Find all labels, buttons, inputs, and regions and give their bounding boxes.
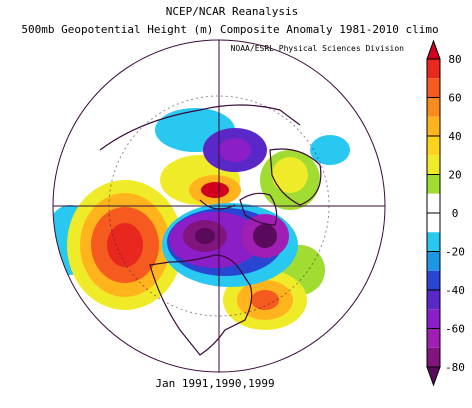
colorbar-label: -60: [445, 323, 465, 336]
title: NCEP/NCAR Reanalysis: [166, 5, 298, 18]
colorbar-band: [427, 290, 440, 310]
colorbar-band: [427, 347, 440, 367]
colorbar-band: [427, 78, 440, 98]
colorbar-label: 20: [448, 169, 461, 182]
colorbar-band: [427, 251, 440, 271]
colorbar-band: [427, 116, 440, 136]
colorbar-band: [427, 270, 440, 290]
credit: NOAA/ESRL Physical Sciences Division: [231, 44, 405, 53]
colorbar-band: [427, 193, 440, 213]
colorbar-band: [427, 155, 440, 175]
colorbar-band: [427, 59, 440, 79]
colorbar-band: [427, 136, 440, 156]
coastlines: [99, 104, 322, 356]
anomaly-field: [53, 108, 350, 330]
colorbar-arrow: [426, 366, 441, 387]
subtitle: 500mb Geopotential Height (m) Composite …: [21, 23, 438, 36]
colorbar-band: [427, 174, 440, 194]
graticule: [52, 39, 386, 373]
footer: Jan 1991,1990,1999: [155, 377, 274, 390]
colorbar-band: [427, 328, 440, 348]
colorbar-band: [427, 309, 440, 329]
colorbar-label: 40: [448, 130, 461, 143]
colorbar-band: [427, 232, 440, 252]
colorbar: 80 60 40 20 0 -20 -40 -60 -80: [426, 39, 465, 387]
colorbar-label: -40: [445, 284, 465, 297]
colorbar-label: 80: [448, 53, 461, 66]
colorbar-band: [427, 213, 440, 233]
colorbar-arrow: [426, 39, 441, 60]
colorbar-label: 60: [448, 92, 461, 105]
colorbar-label: -20: [445, 246, 465, 259]
colorbar-label: 0: [452, 207, 459, 220]
colorbar-label: -80: [445, 361, 465, 374]
colorbar-band: [427, 97, 440, 117]
